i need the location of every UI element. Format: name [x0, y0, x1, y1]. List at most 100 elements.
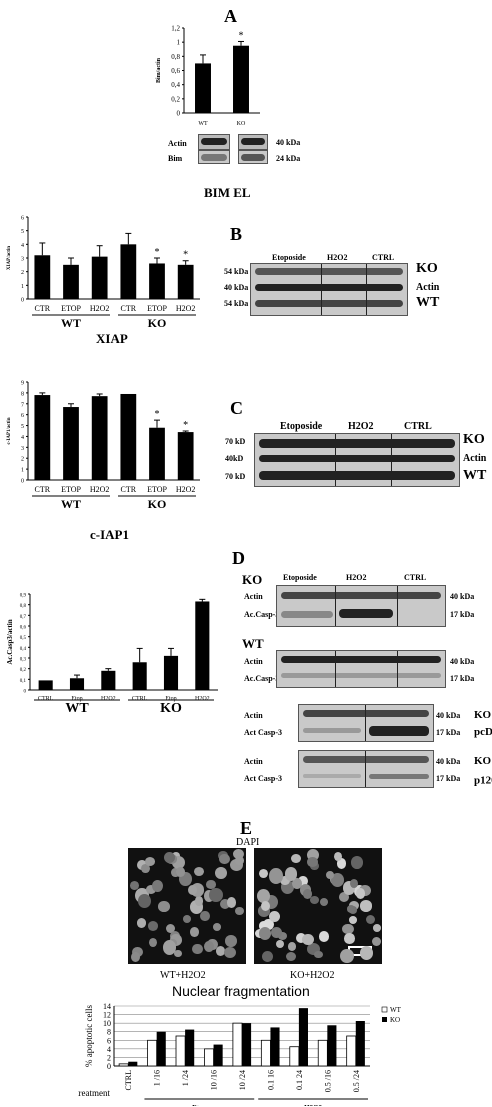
nucleus [269, 868, 283, 884]
panel-d-ytick-label: 0,6 [20, 626, 27, 631]
panel-b-bar [120, 244, 137, 299]
panel-c-ytick-label: 4 [21, 435, 24, 441]
nucleus [193, 867, 204, 877]
panel-d-bar [132, 662, 147, 690]
nucleus [359, 885, 372, 897]
nucleus [129, 880, 139, 890]
panel-c-right-ko: KO [463, 432, 485, 447]
panel-e-bar-ko [242, 1023, 252, 1066]
panel-d-category-label: CTRL [38, 696, 54, 702]
panel-c-header-ctrl: CTRL [404, 421, 432, 432]
panel-e-bar-wt [204, 1048, 214, 1067]
nucleus [372, 924, 381, 932]
panel-e-ytick-label: 4 [107, 1045, 111, 1054]
panel-b-bar [177, 264, 194, 299]
nucleus [219, 853, 230, 865]
nucleus [319, 898, 328, 907]
nucleus [359, 946, 373, 961]
panel-a-label: A [224, 6, 237, 26]
panel-c-bar [120, 393, 137, 480]
panel-e-legend-label-wt: WT [390, 1006, 402, 1014]
panel-c-significance: * [183, 420, 188, 431]
nucleus [344, 933, 355, 945]
nucleus [192, 943, 203, 955]
panel-e-bar-wt [232, 1022, 243, 1067]
panel-e-category-label: 0.1 16 [266, 1070, 275, 1090]
panel-e-bar-wt [346, 1035, 357, 1067]
panel-b-title: XIAP [96, 331, 128, 346]
panel-d-blot3-kda-17: 17 kDa [436, 728, 461, 737]
panel-e-chart-title: Nuclear fragmentation [172, 983, 310, 999]
panel-d-category-label: H2O2 [195, 696, 210, 702]
panel-c-category-label: CTR [121, 485, 137, 494]
nucleus [359, 900, 373, 912]
panel-e-image-ko [254, 848, 382, 964]
panel-c-category-label: ETOP [61, 485, 81, 494]
panel-c-significance: * [155, 409, 160, 420]
panel-d-category-label: CTRL [132, 696, 148, 702]
panel-e-stain: DAPI [236, 837, 260, 848]
panel-b-category-label: CTR [35, 304, 51, 313]
panel-d-group-label: KO [160, 701, 182, 716]
panel-e-bar-ko [270, 1027, 280, 1066]
nucleus [225, 935, 238, 947]
panel-d-blot1-h2o2: H2O2 [346, 573, 367, 582]
panel-e-category-label: 0.5 /16 [323, 1070, 332, 1092]
nucleus [171, 867, 180, 878]
panel-b-bar [34, 255, 51, 299]
panel-a-ytick-label: 1,2 [171, 25, 180, 33]
panel-e-legend-swatch-ko [382, 1017, 387, 1022]
nucleus [268, 910, 280, 922]
panel-c-ytick-label: 6 [21, 413, 24, 419]
panel-b-ytick-label: 2 [21, 270, 24, 276]
nucleus [145, 856, 156, 866]
panel-c-ytick-label: 0 [21, 479, 24, 485]
panel-c-left-40: 40kD [225, 454, 244, 463]
panel-d-blot1-kda-17: 17 kDa [450, 610, 475, 619]
panel-b-ytick-label: 1 [21, 284, 24, 290]
panel-d-blot2-kda-17: 17 kDa [450, 674, 475, 683]
panel-e-bar-ko [355, 1021, 365, 1066]
panel-d-category-label: Etop [165, 696, 176, 702]
panel-e-category-label: 10 /24 [238, 1070, 247, 1090]
nucleus [138, 893, 151, 908]
panel-d-blot2-row-actin: Actin [244, 657, 263, 666]
nucleus [215, 945, 226, 956]
panel-a-title: BIM EL [204, 185, 251, 200]
panel-b-ytick-label: 0 [21, 298, 24, 304]
panel-a-ytick-label: 0,2 [171, 95, 180, 103]
panel-a-significance: * [239, 30, 244, 41]
panel-e-category-label: 1 /24 [181, 1070, 190, 1086]
panel-e-legend-label-ko: KO [390, 1016, 400, 1024]
panel-b-right-ko: KO [416, 261, 438, 276]
nucleus [291, 877, 302, 889]
panel-e-group-label: H2O2 [304, 1104, 322, 1106]
panel-d-blot4-kda-40: 40 kDa [436, 757, 461, 766]
panel-e-category-label: 0.1 24 [295, 1070, 304, 1090]
panel-d-blot4 [298, 750, 434, 788]
panel-c-label: C [230, 398, 243, 418]
nucleus [348, 915, 358, 924]
nucleus [302, 889, 313, 900]
panel-c-ytick-label: 2 [21, 457, 24, 463]
nucleus [204, 890, 215, 903]
panel-a-actin-label: Actin [168, 139, 187, 148]
nucleus [346, 905, 356, 914]
panel-c-bar [91, 396, 108, 480]
nucleus [152, 879, 164, 893]
nucleus [291, 854, 301, 864]
panel-c-chart: 0 1 2 3 4 5 6 7 8 9 c-IAP1/actin CTR ETOP H2O2 CTR * ETO… [7, 381, 200, 511]
panel-c-ytick-label: 7 [21, 402, 24, 408]
nucleus [262, 918, 274, 930]
panel-d-blot1-ctrl: CTRL [404, 573, 427, 582]
panel-d-ytick-label: 0,4 [20, 647, 27, 652]
panel-a-kda-40: 40 kDa [276, 138, 301, 147]
nucleus [356, 888, 366, 899]
nucleus [190, 927, 199, 938]
panel-b-left-54-top: 54 kDa [224, 267, 249, 276]
panel-d-ytick-label: 0,7 [20, 615, 27, 620]
panel-d-category-label: H2O2 [101, 696, 116, 702]
panel-c-ylabel: c-IAP1/actin [7, 417, 12, 444]
nucleus [314, 950, 323, 959]
panel-a-ytick-label: 0,4 [171, 81, 180, 89]
